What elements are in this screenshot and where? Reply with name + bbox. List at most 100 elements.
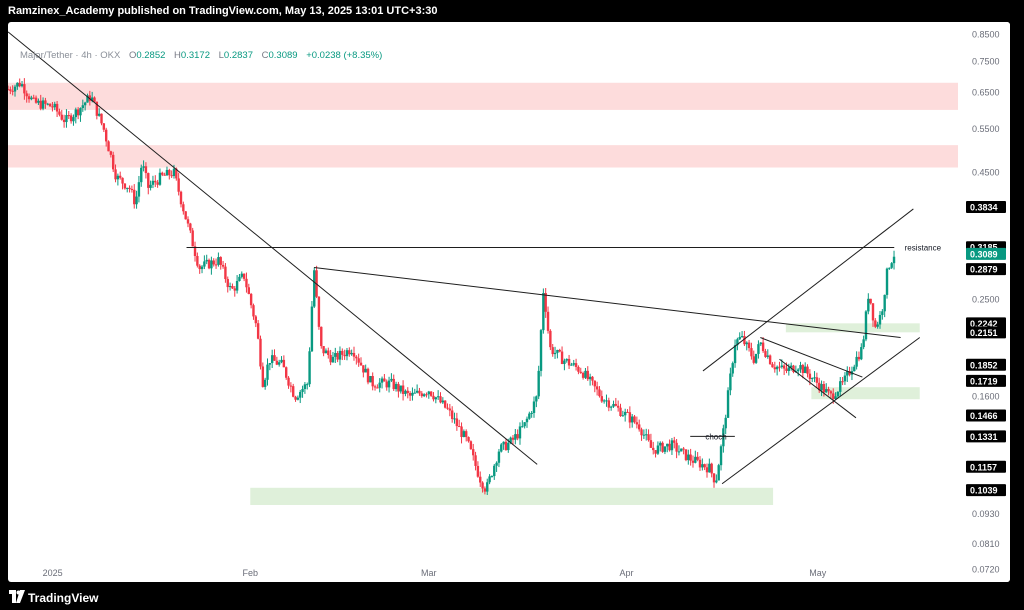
y-tick-label: 0.6500 [972,88,1000,98]
candle-body [785,368,788,371]
candle-body [147,173,150,188]
candle-body [630,416,634,423]
y-tick-label: 0.4500 [972,167,1000,177]
candle-body [614,403,618,406]
candle-body [427,391,431,395]
trend-line [8,31,538,465]
candle-body [602,400,606,402]
candle-body [210,260,213,269]
chart-svg[interactable]: resistance choch 0.8500 0.7500 0.6500 0.5500 0… [8,22,1010,582]
candle-body [203,261,206,267]
tradingview-logo-icon[interactable] [9,590,25,603]
candle-body [294,396,297,400]
candle-body [778,366,781,368]
candle-body [479,476,482,483]
candle-body [404,390,407,394]
candle-body [782,365,786,369]
candle-body [689,454,692,461]
price-badge [966,358,1006,371]
candle-body [355,356,358,359]
candle-body [441,400,445,403]
candle-body [626,411,629,413]
candle-body [502,441,505,445]
candle-body [27,96,31,100]
candle-body [8,89,10,91]
candle-body [497,451,501,463]
candle-body [121,177,124,184]
candle-body [90,97,94,101]
candle-body [189,223,192,231]
price-badge-label: 0.1719 [970,376,998,386]
candle-body [638,424,641,430]
tradingview-brand[interactable]: TradingView [28,591,99,605]
candle-body [245,278,248,288]
open-label: O [128,50,137,61]
candle-body [509,437,512,443]
candle-body [422,394,426,397]
candle-body [740,336,744,338]
trend-line [779,358,857,419]
candle-body [240,273,243,277]
candle-body [542,292,545,331]
candle-body [570,364,573,366]
candle-body [874,320,877,327]
candle-body [539,330,543,371]
candle-body [890,263,893,268]
candle-body [457,426,461,428]
candle-body [401,385,405,394]
candle-body [287,377,290,386]
candle-body [724,417,727,429]
candle-body [712,473,716,483]
candle-body [691,460,695,463]
candle-body [675,442,678,452]
candle-body [579,371,582,373]
candle-body [133,189,136,205]
candle-body [726,390,730,418]
candle-body [434,397,438,400]
candle-body [771,364,774,368]
candle-body [867,298,870,312]
candle-body [23,84,26,94]
candle-body [415,390,419,393]
price-badge-label: 0.2151 [970,328,998,338]
candle-body [453,418,456,420]
price-badge-label: 0.1466 [970,411,998,421]
x-tick-label: Apr [619,568,633,578]
y-tick-label: 0.0720 [972,565,1000,575]
candle-body [556,349,559,353]
candle-body [474,455,477,466]
price-badge [966,374,1006,387]
y-tick-label: 0.2500 [972,295,1000,305]
candle-body [443,400,447,408]
candle-body [853,366,856,372]
candle-body [158,172,162,185]
candle-body [839,381,842,392]
candle-body [876,324,879,327]
candle-body [796,369,800,372]
high-label: H [174,50,181,61]
chart-panel[interactable]: resistance choch 0.8500 0.7500 0.6500 0.5500 0… [8,22,1010,582]
candle-body [544,292,547,312]
candle-body [832,393,835,399]
y-tick-label: 0.0810 [972,539,1000,549]
candle-body [51,106,54,108]
candle-body [465,431,468,438]
candle-body [883,294,886,312]
candle-body [74,109,77,118]
candle-body [30,97,33,100]
candle-body [642,434,646,436]
candle-body [380,378,384,383]
candle-body [228,286,232,288]
candle-body [406,390,409,393]
candle-body [841,381,844,383]
candle-body [799,365,802,370]
candle-body [633,416,636,423]
candle-body [156,182,159,185]
candle-body [9,89,12,91]
candle-body [511,437,515,440]
candle-body [663,446,667,452]
candle-body [607,400,611,408]
price-badge-label: 0.2879 [970,265,998,275]
candle-body [364,368,367,373]
candle-body [313,270,316,307]
